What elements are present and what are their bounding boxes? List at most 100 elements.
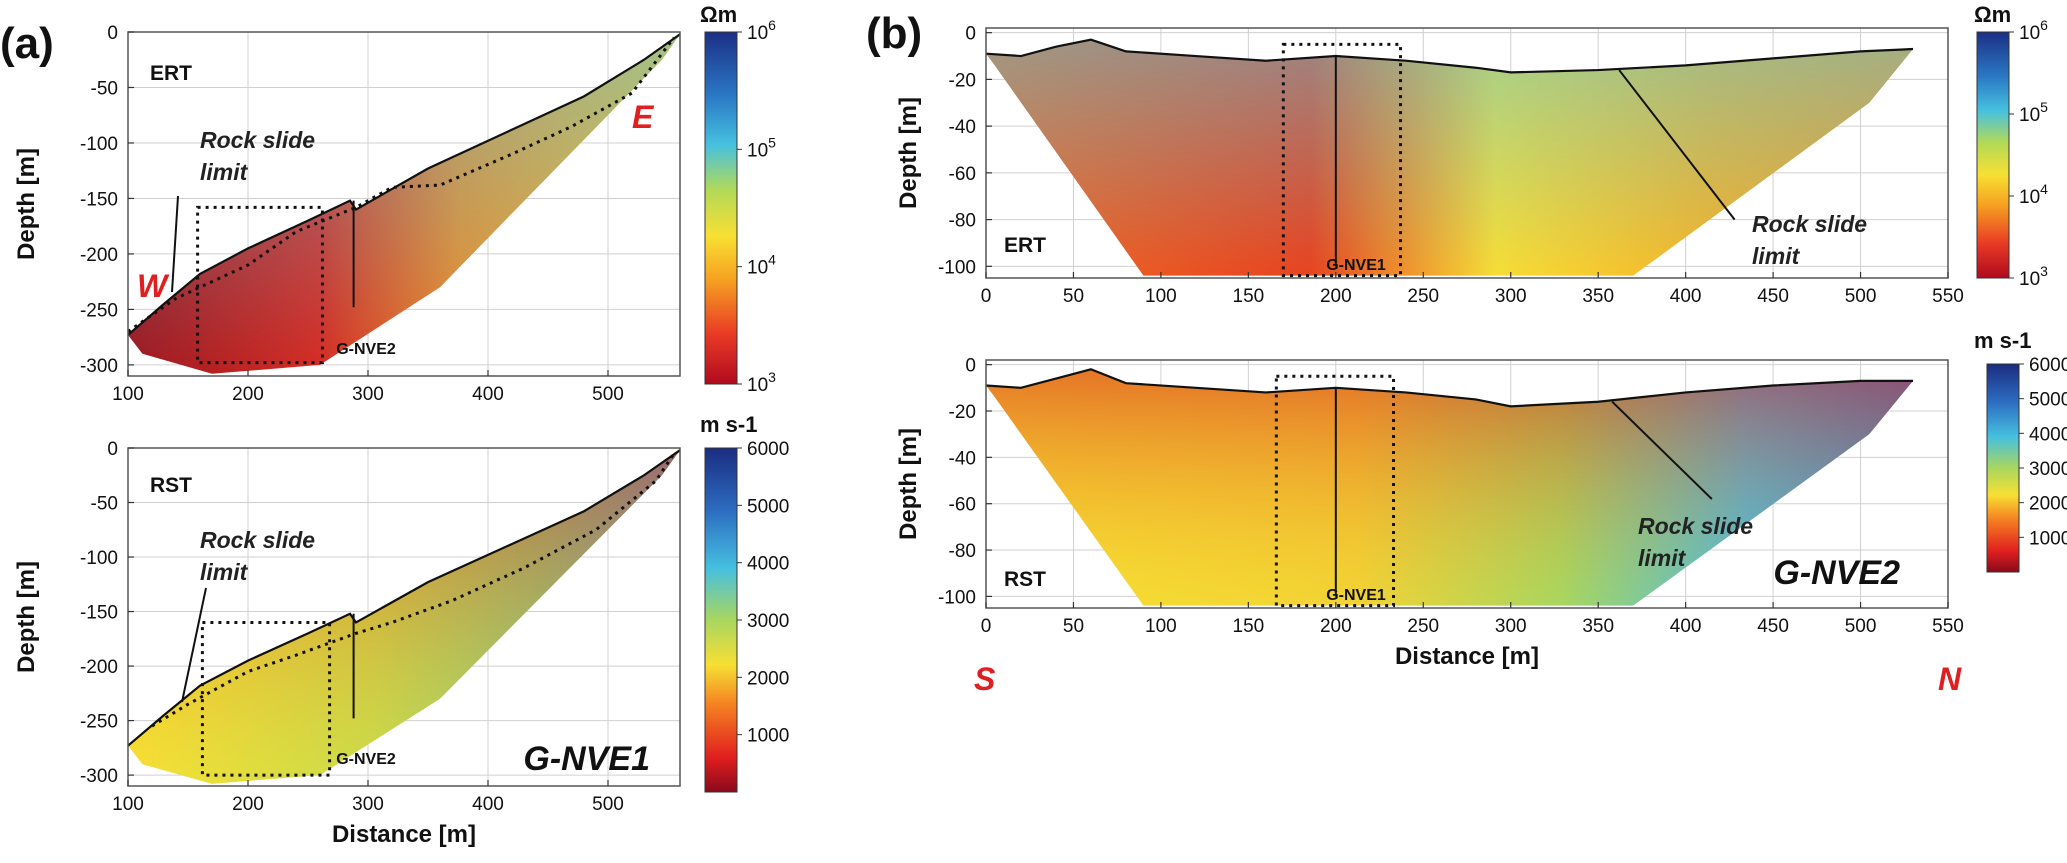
colorbar-tick-label: 2000: [2029, 494, 2067, 515]
x-tick-label: 500: [592, 794, 624, 815]
inspection-box: [1274, 374, 1396, 608]
plot-b-ert: 0 50 100 150 200 250 300 350 400 450 500 550 0 -20 -40…: [895, 24, 1964, 307]
y-tick-label: -100: [938, 587, 976, 608]
x-tick-label: 300: [1495, 286, 1527, 307]
y-tick-label: -80: [949, 541, 976, 562]
x-tick-label: 100: [112, 384, 144, 405]
compass-south-label: S: [974, 661, 996, 697]
colorbar-a-resistivity-gradient: [704, 31, 738, 385]
site-label: G-NVE2: [1773, 554, 1900, 592]
x-tick-label: 500: [592, 384, 624, 405]
borehole-label: G-NVE2: [336, 751, 396, 768]
plots-layer: 100 200 300 400 5000-50-100-150-200-250-300D…: [13, 23, 1964, 848]
annotation-line-2: limit: [1752, 243, 1801, 269]
y-axis-label: Depth [m]: [13, 561, 40, 673]
colorbar-tick-label: 3000: [2029, 459, 2067, 480]
colorbar-a-velocity: m s-1 6000 5000 4000 3000 2000 1000: [700, 412, 789, 793]
colorbar-tick-label: 106: [2019, 17, 2048, 44]
colorbar-b-velocity: m s-1 6000 5000 4000 3000 2000 1000: [1974, 328, 2067, 573]
y-tick-label: -250: [80, 300, 118, 321]
borehole-label: G-NVE1: [1326, 587, 1386, 604]
rock-slide-limit-line: [1611, 401, 1713, 500]
x-tick-label: 300: [352, 384, 384, 405]
y-tick-label: -150: [80, 603, 118, 624]
near-surface-band: [986, 369, 1914, 606]
method-label: RST: [1004, 568, 1046, 591]
y-tick-label: 0: [965, 24, 976, 45]
x-tick-label: 50: [1063, 616, 1084, 637]
x-tick-label: 550: [1932, 286, 1964, 307]
x-tick-label: 150: [1233, 286, 1265, 307]
x-tick-label: 150: [1233, 616, 1265, 637]
x-tick-label: 250: [1407, 286, 1439, 307]
annotation-line-1: Rock slide: [1638, 513, 1753, 539]
x-tick-label: 400: [1670, 616, 1702, 637]
x-tick-label: 200: [1320, 616, 1352, 637]
y-tick-label: -100: [80, 134, 118, 155]
colorbar-tick-label: 6000: [747, 439, 789, 460]
rock-slide-limit-line: [151, 452, 676, 728]
compass-north-label: N: [1938, 661, 1962, 697]
y-tick-label: -200: [80, 245, 118, 266]
y-axis-label: Depth [m]: [13, 148, 40, 260]
y-tick-label: 0: [107, 439, 118, 460]
colorbar-tick-label: 5000: [2029, 390, 2067, 411]
colorbar-tick-label: 4000: [2029, 424, 2067, 445]
method-label: ERT: [150, 62, 192, 85]
colorbar-tick-label: 104: [747, 252, 776, 279]
y-tick-label: -60: [949, 495, 976, 516]
colorbar-tick-label: 5000: [747, 496, 789, 517]
y-tick-label: -80: [949, 211, 976, 232]
x-tick-label: 350: [1582, 286, 1614, 307]
plot-frame: [985, 359, 1949, 609]
x-axis-label: Distance [m]: [332, 821, 476, 848]
x-tick-label: 550: [1932, 616, 1964, 637]
surface-line: [985, 38, 1914, 74]
plot-a-rst: 100 200 300 400 500 0 -50 -100 -150 -200 -250 -300 D…: [13, 439, 681, 848]
colorbar-a-velocity-gradient: [704, 447, 738, 793]
x-tick-label: 200: [232, 384, 264, 405]
colorbar-tick-label: 6000: [2029, 355, 2067, 376]
inspection-box: [1281, 42, 1403, 278]
x-tick-label: 400: [472, 384, 504, 405]
x-tick-label: 250: [1407, 616, 1439, 637]
colorbar-tick-label: 106: [747, 17, 776, 44]
x-tick-label: 450: [1757, 286, 1789, 307]
x-tick-label: 350: [1582, 616, 1614, 637]
plot-a-ert: 100 200 300 400 500 0 -50 -100 -150 -200 -250 -300 D…: [13, 23, 681, 405]
x-tick-label: 100: [1145, 286, 1177, 307]
y-tick-label: -60: [949, 164, 976, 185]
method-label: RST: [150, 474, 192, 497]
surface-line: [985, 368, 1914, 408]
x-tick-label: 100: [1145, 616, 1177, 637]
colorbar-a-velocity-unit: m s-1: [700, 412, 757, 437]
panel-b-label: (b): [866, 9, 922, 58]
y-tick-label: -20: [949, 402, 976, 423]
y-tick-label: 0: [107, 23, 118, 44]
y-axis-label: Depth [m]: [895, 97, 922, 209]
colorbar-tick-label: 1000: [2029, 528, 2067, 549]
colorbar-tick-label: 104: [2019, 181, 2048, 208]
borehole-label: G-NVE2: [336, 341, 396, 358]
compass-east-label: E: [632, 99, 655, 135]
site-label: G-NVE1: [523, 740, 650, 778]
plot-frame: [127, 31, 681, 377]
y-tick-label: -20: [949, 70, 976, 91]
colorbar-b-velocity-unit: m s-1: [1974, 328, 2031, 353]
plot-frame: [985, 27, 1949, 279]
annotation-leader: [181, 587, 207, 703]
y-tick-label: -50: [91, 78, 118, 99]
y-tick-label: -100: [80, 548, 118, 569]
x-tick-label: 100: [112, 794, 144, 815]
x-tick-label: 300: [1495, 616, 1527, 637]
y-tick-label: -40: [949, 448, 976, 469]
colorbar-b-resistivity-gradient: [1976, 31, 2010, 279]
compass-west-label: W: [137, 268, 170, 304]
annotation-line-2: limit: [200, 559, 249, 585]
annotation-line-2: limit: [1638, 545, 1687, 571]
method-label: ERT: [1004, 234, 1046, 257]
x-tick-label: 0: [981, 616, 992, 637]
colorbar-a-resistivity-unit: Ωm: [700, 2, 737, 27]
panel-a-label: (a): [0, 19, 54, 68]
y-tick-label: -50: [91, 494, 118, 515]
